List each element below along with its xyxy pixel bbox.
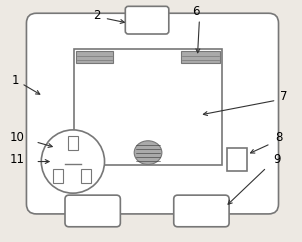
- Text: 6: 6: [192, 5, 199, 18]
- FancyBboxPatch shape: [174, 195, 229, 227]
- Bar: [181, 51, 220, 63]
- Text: 2: 2: [93, 9, 100, 22]
- Text: 7: 7: [280, 90, 287, 103]
- FancyBboxPatch shape: [65, 195, 120, 227]
- Bar: [227, 148, 247, 171]
- Bar: [76, 51, 114, 63]
- Text: 11: 11: [10, 153, 25, 166]
- Text: 1: 1: [12, 74, 19, 87]
- Circle shape: [41, 130, 104, 193]
- Text: 8: 8: [275, 131, 282, 144]
- Bar: [53, 169, 63, 183]
- Bar: [74, 49, 222, 166]
- Text: 10: 10: [10, 131, 25, 144]
- FancyBboxPatch shape: [27, 13, 278, 214]
- Bar: [68, 136, 78, 150]
- Text: 9: 9: [273, 153, 280, 166]
- Bar: [81, 169, 91, 183]
- Ellipse shape: [134, 141, 162, 165]
- FancyBboxPatch shape: [125, 6, 169, 34]
